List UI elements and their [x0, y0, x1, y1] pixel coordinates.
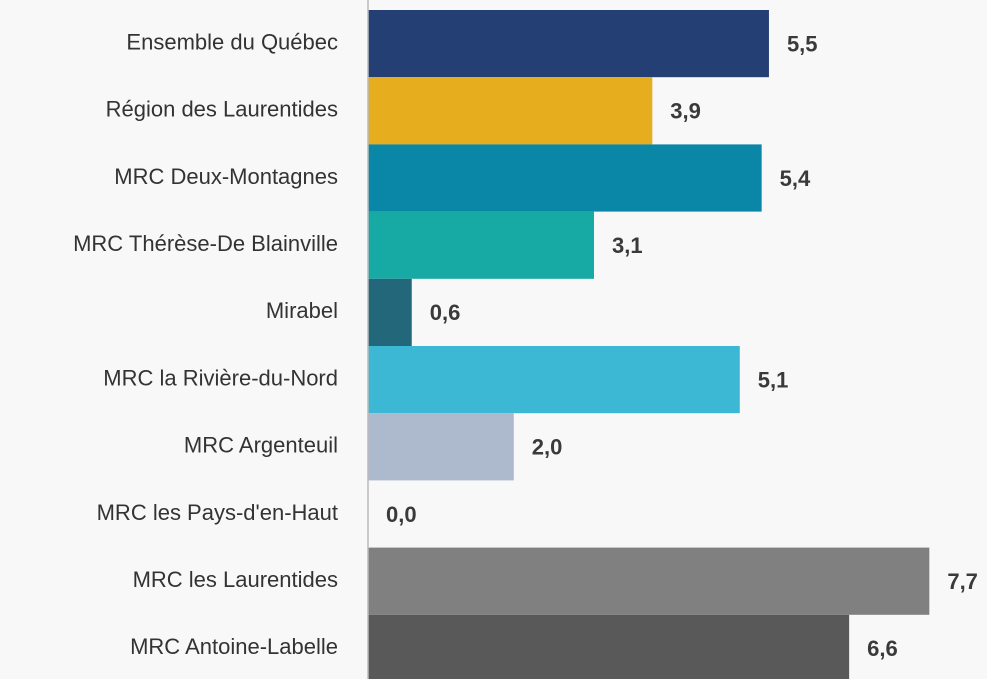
value-label: 3,1 [612, 233, 643, 258]
bar [368, 413, 514, 481]
bar [368, 614, 850, 679]
category-label: MRC Thérèse-De Blainville [73, 231, 338, 256]
value-label: 0,0 [386, 502, 417, 527]
category-label: MRC Deux-Montagnes [114, 164, 338, 189]
bar [368, 547, 930, 615]
bar [368, 278, 412, 346]
category-label: MRC les Laurentides [133, 567, 338, 592]
value-label: 5,5 [787, 31, 818, 56]
bar [368, 211, 594, 279]
value-label: 7,7 [947, 569, 978, 594]
category-label: MRC Argenteuil [184, 433, 338, 458]
bar [368, 10, 769, 78]
bar [368, 346, 740, 414]
bar [368, 144, 762, 212]
value-label: 3,9 [670, 99, 701, 124]
category-label: Mirabel [266, 298, 338, 323]
category-label: MRC la Rivière-du-Nord [103, 365, 338, 390]
value-label: 2,0 [532, 435, 563, 460]
value-label: 5,1 [758, 367, 789, 392]
value-label: 6,6 [867, 636, 898, 661]
value-label: 0,6 [430, 300, 461, 325]
value-label: 5,4 [780, 166, 811, 191]
category-label: Région des Laurentides [106, 97, 338, 122]
bar [368, 77, 653, 145]
category-label: MRC les Pays-d'en-Haut [97, 500, 338, 525]
category-label: Ensemble du Québec [126, 29, 338, 54]
category-label: MRC Antoine-Labelle [130, 634, 338, 659]
